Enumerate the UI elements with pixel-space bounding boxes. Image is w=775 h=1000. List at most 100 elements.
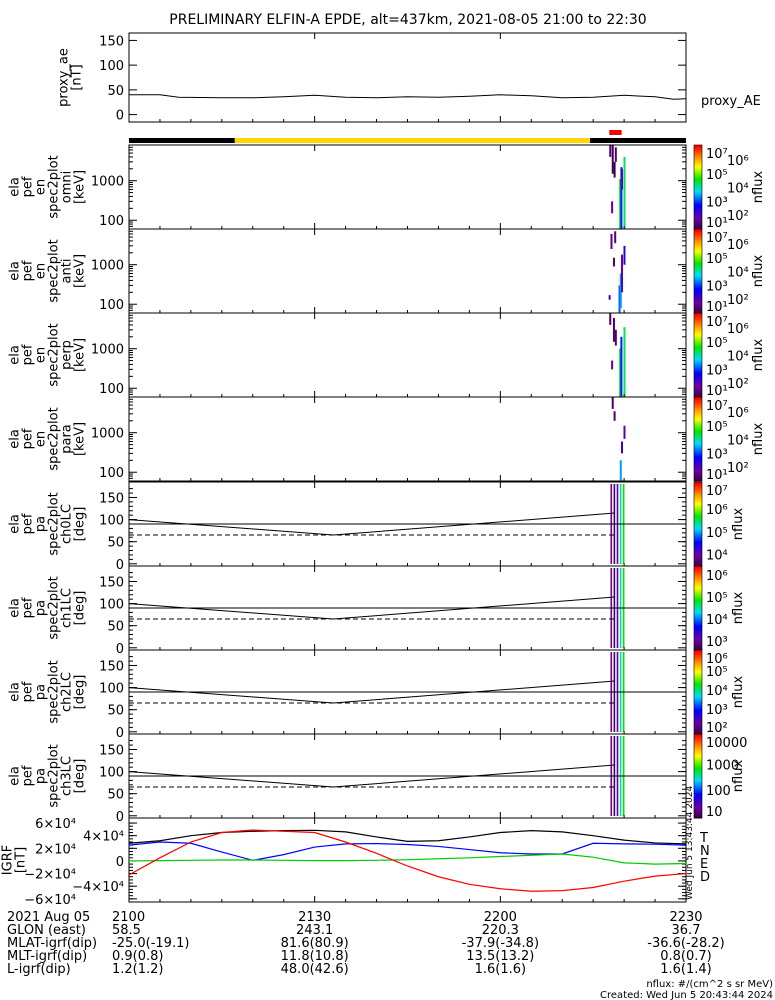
colorbar-segment [694,308,702,312]
colorbar-segment [694,197,702,201]
colorbar-segment [694,687,702,691]
colorbar-segment [694,635,702,638]
y-axis-label-line: pa [34,768,49,784]
colorbar-tick-label: 10⁴ [706,613,728,628]
colorbar-tick-label: 10² [727,209,749,224]
y-tick-label: 50 [107,536,124,551]
colorbar-segment [694,551,702,554]
colorbar-segment [694,580,702,584]
colorbar-segment [694,721,702,724]
spectrogram-pixel-column [619,179,622,229]
y-axis-label-line: spec2plot [47,492,62,555]
colorbar-segment [694,717,702,720]
colorbar-tick-label: 10¹ [706,384,728,399]
y-tick-label: −2×10⁴ [24,868,76,883]
y-tick-label: 0 [116,642,124,657]
y-tick-label: 1000 [91,259,124,274]
colorbar-title: nflux [731,676,746,709]
colorbar-segment [694,740,702,743]
colorbar-segment [694,361,702,364]
colorbar-segment [694,371,702,375]
colorbar-segment [694,285,702,289]
colorbar-tick-label: 10¹ [706,216,728,231]
colorbar-segment [694,340,702,343]
colorbar-segment [694,478,702,482]
colorbar-segment [694,620,702,624]
y-axis-label-line: [keV] [73,338,88,372]
colorbar-segment [694,350,702,354]
colorbar-segment [694,457,702,461]
colorbar-segment [694,367,702,371]
orbit-info-value: -37.9(-34.8) [462,936,539,951]
colorbar-segment [694,725,702,729]
colorbar-segment [694,492,702,496]
y-axis-label-line: ela [8,514,23,534]
science-zone-bar-segment [590,138,686,143]
y-tick-label: 100 [99,382,124,397]
colorbar-segment [694,738,702,741]
y-axis-label-line: spec2plot [47,660,62,723]
colorbar-segment [694,289,702,293]
colorbar-segment [694,589,702,592]
colorbar-segment [694,329,702,333]
colorbar-segment [694,656,702,659]
units-note: nflux: #/(cm^2 s sr MeV) [646,979,773,990]
y-tick-label: 100 [99,466,124,481]
orbit-info-value: 48.0(42.6) [281,962,349,977]
colorbar-segment [694,605,702,609]
spectrogram-pixel-column [621,168,624,190]
orbit-info-value: 2230 [669,910,702,925]
colorbar-segment [694,268,702,272]
colorbar-tick-label: 10⁵ [706,526,728,541]
colorbar-segment [694,287,702,291]
colorbar-segment [694,513,702,517]
colorbar-segment [694,359,702,362]
colorbar-segment [694,517,702,521]
spectrogram-pixel-column [621,254,624,293]
colorbar-segment [694,574,702,577]
colorbar-segment [694,336,702,339]
colorbar-segment [694,254,702,257]
colorbar-segment [694,382,702,385]
colorbar-tick-label: 10⁶ [727,154,749,169]
colorbar-tick-label: 10⁴ [727,266,749,281]
y-axis-label-line: ch0LC [60,504,75,544]
colorbar-segment [694,468,702,471]
colorbar-segment [694,769,702,773]
y-axis-label-line: pef [21,428,36,449]
colorbar-segment [694,576,702,580]
colorbar-title-text: nflux [751,255,766,288]
colorbar-tick-label: 10⁵ [706,591,728,606]
colorbar-segment [694,515,702,519]
colorbar-segment [694,306,702,310]
colorbar-segment [694,271,702,274]
colorbar-segment [694,187,702,190]
y-axis-label-line: en [34,179,49,195]
colorbar-segment [694,563,702,567]
proxy-ae-line [129,94,687,100]
colorbar-segment [694,698,702,701]
colorbar-title: nflux [751,423,766,456]
orbit-info-value: -25.0(-19.1) [112,936,189,951]
colorbar-segment [694,357,702,360]
orbit-info-label: GLON (east) [7,923,86,938]
y-axis-label-line: ela [8,598,23,618]
event-marker [609,130,622,135]
energy-spectrogram-panel [128,144,687,230]
colorbar-segment [694,334,702,337]
colorbar-segment [694,319,702,322]
colorbar-segment [694,432,702,436]
y-tick-label: 100 [99,598,124,613]
colorbar-segment [694,300,702,303]
colorbar-segment [694,746,702,750]
colorbar-title: nflux [751,171,766,204]
colorbar-segment [694,553,702,556]
igrf-legend-D: D [700,870,710,885]
y-tick-label: 100 [99,298,124,313]
colorbar-segment [694,675,702,678]
spectrogram-pixel-column [612,257,615,267]
